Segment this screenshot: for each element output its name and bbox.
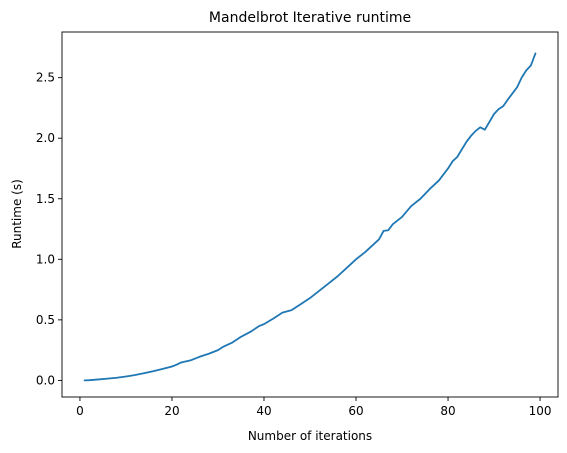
x-axis-label: Number of iterations bbox=[248, 429, 372, 443]
y-axis-ticks: 0.0 0.5 1.0 1.5 2.0 2.5 bbox=[36, 71, 62, 387]
y-tick-label: 0.0 bbox=[36, 373, 55, 387]
axes-frame bbox=[61, 31, 559, 398]
y-tick-label: 2.5 bbox=[36, 71, 55, 85]
x-tick-label: 0 bbox=[76, 404, 84, 418]
x-tick-label: 60 bbox=[348, 404, 363, 418]
series-group bbox=[83, 52, 537, 382]
chart-title: Mandelbrot Iterative runtime bbox=[209, 10, 411, 26]
y-tick-label: 0.5 bbox=[36, 313, 55, 327]
y-tick-label: 2.0 bbox=[36, 131, 55, 145]
y-tick-label: 1.0 bbox=[36, 252, 55, 266]
x-axis-ticks: 0 20 40 60 80 100 bbox=[76, 397, 552, 418]
x-tick-label: 20 bbox=[164, 404, 179, 418]
x-tick-label: 100 bbox=[529, 404, 552, 418]
plot-area: 0 20 40 60 80 100 0.0 0.5 1.0 1.5 2.0 2.5 bbox=[36, 31, 559, 418]
runtime-line bbox=[83, 52, 537, 382]
x-tick-label: 40 bbox=[256, 404, 271, 418]
y-tick-label: 1.5 bbox=[36, 192, 55, 206]
x-tick-label: 80 bbox=[440, 404, 455, 418]
y-axis-label: Runtime (s) bbox=[10, 179, 24, 249]
